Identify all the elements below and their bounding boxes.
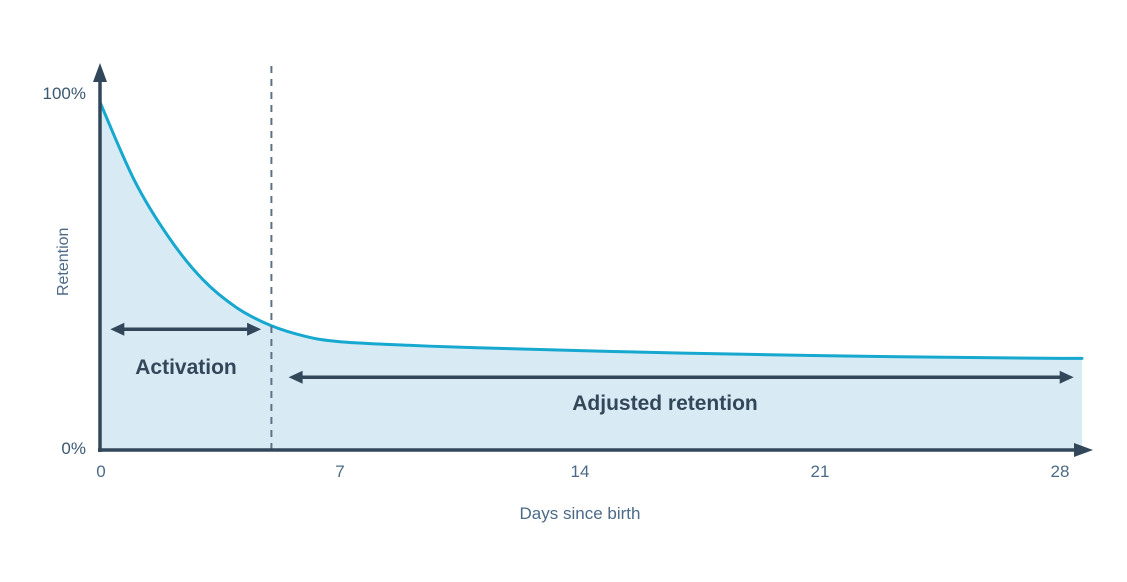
- x-axis-title: Days since birth: [519, 504, 641, 523]
- x-tick-7: 7: [335, 462, 345, 481]
- x-tick-28: 28: [1050, 462, 1070, 481]
- x-tick-0: 0: [96, 462, 106, 481]
- y-tick-0: 0%: [61, 439, 86, 458]
- x-tick-14: 14: [570, 462, 590, 481]
- y-axis-title: Retention: [55, 227, 73, 297]
- y-tick-100: 100%: [42, 84, 86, 103]
- y-axis-arrowhead: [93, 63, 107, 82]
- adjusted-retention-label: Adjusted retention: [572, 392, 758, 415]
- x-tick-21: 21: [810, 462, 830, 481]
- activation-range-arrow-left-head: [110, 322, 125, 336]
- adjusted-retention-range-arrow-left-head: [288, 370, 303, 384]
- retention-area: [100, 102, 1082, 450]
- activation-range-arrow-right-head: [247, 322, 262, 336]
- activation-label: Activation: [135, 356, 237, 379]
- x-axis-arrowhead: [1074, 443, 1093, 457]
- adjusted-retention-range-arrow-right-head: [1059, 370, 1074, 384]
- retention-curve: [98, 100, 1084, 360]
